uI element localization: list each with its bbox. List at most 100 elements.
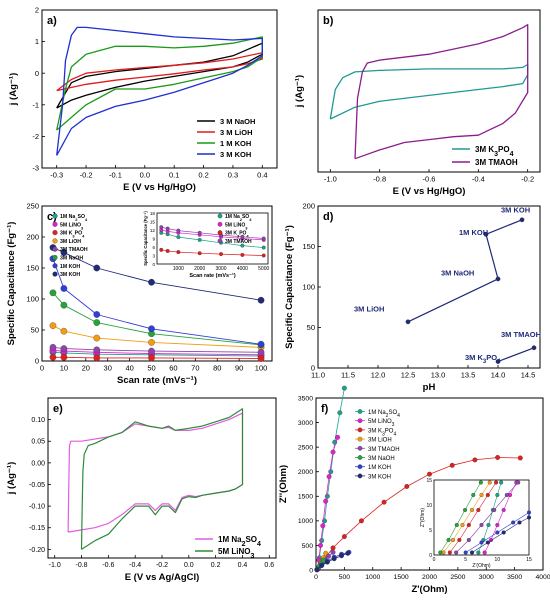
- series-b-3m-k₃po₄: [329, 63, 529, 120]
- b-x-tick-label: -0.4: [472, 175, 485, 184]
- series-f-point: [314, 567, 320, 573]
- f-inset-series-point: [501, 530, 506, 535]
- series-c-point: [93, 311, 101, 318]
- f-y-tick-label: 3500: [298, 395, 313, 402]
- b-y-axis-label: j (Ag⁻¹): [294, 75, 305, 108]
- f-inset-series-point: [482, 550, 487, 555]
- f-y-tick-label: 500: [302, 543, 314, 550]
- f-x-tick-label: 1500: [394, 574, 409, 581]
- c-inset-series-point: [261, 253, 266, 258]
- series-c-point: [148, 354, 155, 362]
- c-inset-x-tick-label: 4000: [237, 266, 248, 272]
- c-y-tick-label: 100: [26, 295, 39, 304]
- a-x-tick-label: 0.3: [228, 171, 238, 180]
- f-legend-marker: [357, 445, 363, 451]
- series-f-point: [326, 474, 332, 480]
- f-inset-series-point: [499, 480, 504, 485]
- a-plot-frame: [41, 9, 278, 169]
- c-legend-label: 1M KOH: [60, 264, 80, 270]
- series-c-point: [60, 327, 68, 335]
- b-x-tick-label: -0.6: [423, 175, 436, 184]
- f-inset-series-point: [471, 492, 476, 498]
- f-inset-series-point: [492, 507, 497, 513]
- c-x-tick-label: 10: [60, 364, 68, 373]
- f-inset-series-point: [517, 520, 522, 525]
- f-inset-series-point: [485, 540, 490, 545]
- f-inset-series-point: [495, 492, 500, 498]
- b-x-tick-label: -0.2: [521, 175, 534, 184]
- series-c-point: [148, 278, 155, 286]
- f-inset-series-point: [476, 507, 481, 513]
- a-legend-label: 3 M LiOH: [220, 128, 253, 137]
- series-f-point: [323, 550, 329, 556]
- c-inset-series-point: [176, 235, 181, 240]
- a-x-tick-label: -0.1: [109, 171, 122, 180]
- f-legend-marker: [357, 455, 363, 460]
- b-x-tick-label: -0.8: [373, 175, 386, 184]
- series-c-point: [148, 347, 155, 355]
- series-c-point: [257, 296, 265, 304]
- f-inset-series-line: [440, 482, 482, 553]
- e-y-axis-label: j (Ag⁻¹): [6, 462, 17, 495]
- c-x-tick-label: 50: [147, 364, 155, 373]
- a-y-tick-label: 0: [35, 69, 39, 78]
- a-y-tick-label: -3: [32, 164, 39, 173]
- f-legend-marker: [357, 427, 363, 433]
- f-legend-marker: [357, 473, 363, 479]
- f-inset-x-tick-label: 15: [526, 557, 532, 563]
- series-c-line: [52, 258, 262, 345]
- f-x-tick-label: 1000: [365, 574, 380, 581]
- series-f-point: [337, 410, 343, 416]
- series-c-point: [93, 319, 101, 326]
- f-legend-label: 5M LiNO3: [368, 419, 395, 428]
- series-b-3m-tmaoh: [354, 24, 529, 160]
- c-y-tick-label: 200: [26, 233, 39, 242]
- f-inset-series-point: [495, 522, 500, 528]
- series-c-point: [93, 346, 101, 354]
- series-c-point: [60, 353, 68, 361]
- c-inset-series-point: [261, 236, 266, 241]
- c-inset-series-point: [176, 228, 181, 233]
- a-y-tick-label: 2: [35, 6, 39, 15]
- f-inset-series-point: [447, 550, 452, 555]
- series-c-point: [93, 354, 101, 362]
- series-f-point: [330, 545, 336, 551]
- series-a-3-m-koh: [56, 26, 263, 156]
- c-inset-legend-marker: [217, 213, 223, 219]
- c-legend-label: 5M LiNO3: [60, 222, 84, 230]
- c-legend-marker: [52, 254, 58, 261]
- d-series-line: [497, 347, 535, 363]
- f-legend-label: 3M NaOH: [368, 456, 395, 462]
- f-inset-series-line: [455, 482, 519, 553]
- d-y-axis-label: Specific Capacitance (Fg⁻¹): [284, 225, 295, 349]
- f-inset-series-point: [463, 550, 468, 555]
- d-x-tick-label: 12.0: [371, 371, 386, 380]
- b-panel-label: b): [323, 15, 334, 27]
- f-y-tick-label: 3000: [298, 420, 313, 427]
- f-inset-y-tick-label: 10: [426, 503, 432, 509]
- f-x-tick-label: 4000: [535, 574, 550, 581]
- c-inset-legend-label: 3M K3PO4: [225, 231, 249, 239]
- f-inset-series-point: [454, 550, 459, 555]
- c-legend-marker: [52, 246, 58, 252]
- f-inset-series-point: [479, 540, 484, 545]
- f-x-tick-label: 3000: [479, 574, 494, 581]
- f-inset-series-point: [478, 480, 483, 485]
- d-annotation: 3M KOH: [501, 205, 530, 214]
- c-y-tick-label: 50: [31, 326, 39, 335]
- e-y-tick-label: -0.10: [29, 504, 45, 511]
- e-x-tick-label: 0.4: [238, 562, 248, 569]
- series-c-point: [93, 264, 101, 272]
- f-x-tick-label: 0: [314, 574, 318, 581]
- a-x-tick-label: -0.2: [80, 171, 93, 180]
- series-c-line: [53, 356, 262, 359]
- f-inset-series-point: [466, 522, 471, 528]
- series-f-point: [341, 385, 347, 391]
- f-inset-series-point: [485, 492, 490, 498]
- series-f-point: [326, 553, 331, 559]
- series-c-point: [257, 355, 265, 362]
- f-inset-series-point: [486, 522, 491, 528]
- series-f-point: [404, 484, 410, 489]
- panel-b: -1.0 -0.8 -0.6 -0.4 -0.2 E (V vs Hg/HgO) j (Ag…: [294, 9, 541, 197]
- c-x-tick-label: 80: [213, 364, 221, 373]
